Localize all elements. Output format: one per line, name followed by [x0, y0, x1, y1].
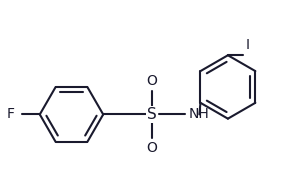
Text: F: F [6, 107, 14, 121]
Text: S: S [147, 107, 157, 122]
Text: O: O [146, 74, 157, 88]
Text: NH: NH [189, 107, 210, 121]
Text: I: I [246, 38, 250, 52]
Text: O: O [146, 141, 157, 155]
